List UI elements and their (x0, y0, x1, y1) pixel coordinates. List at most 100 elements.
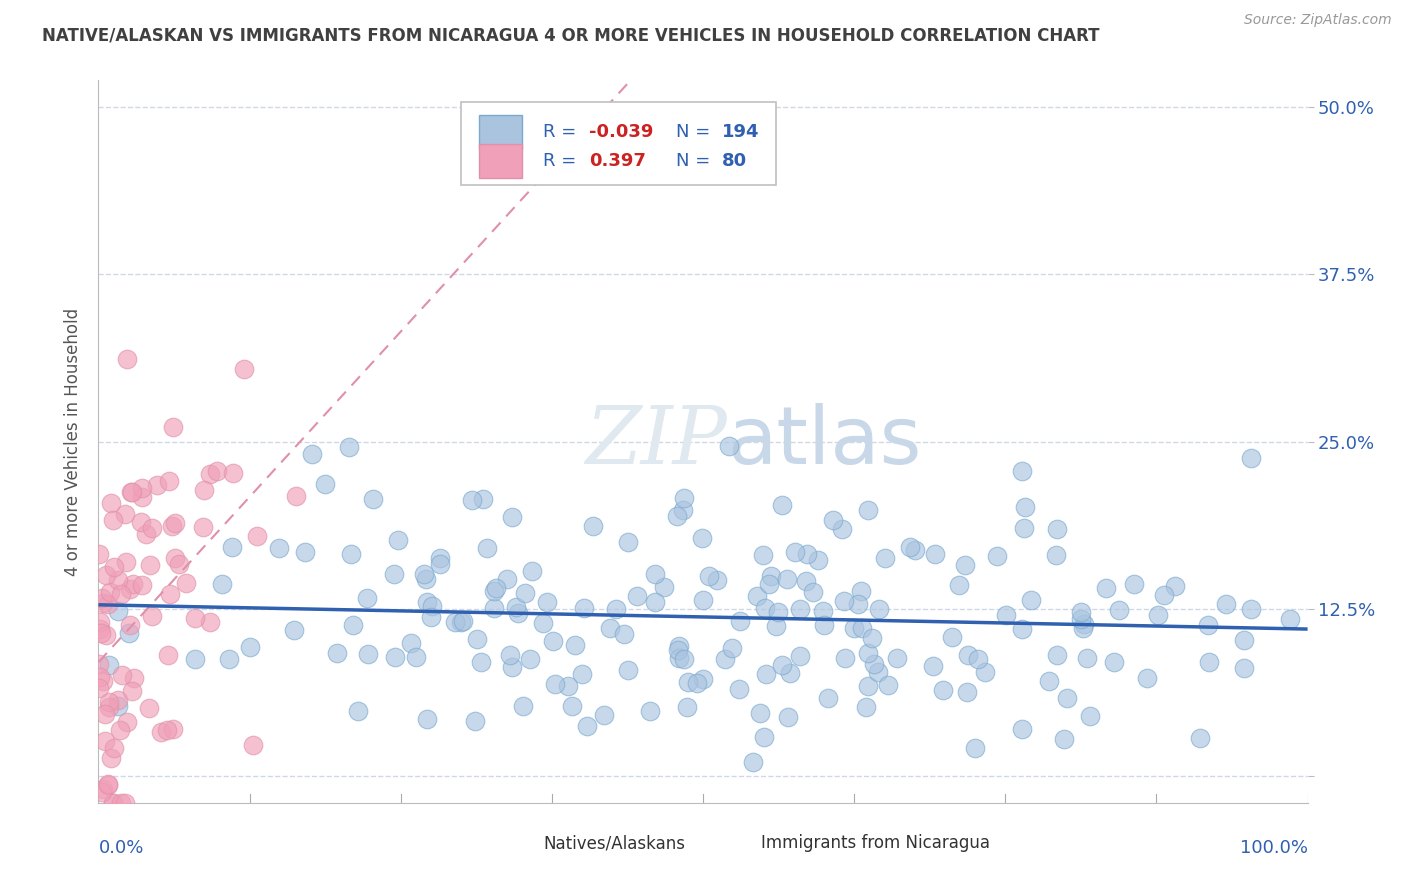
Point (356, 591, 378, 606)
Text: Source: ZipAtlas.com: Source: ZipAtlas.com (1244, 13, 1392, 28)
Point (107, 693, 129, 707)
Point (686, 676, 709, 690)
Point (87, 547, 110, 561)
Point (141, 609, 163, 624)
Point (165, 551, 187, 566)
Point (856, 646, 879, 660)
Point (860, 631, 883, 645)
Point (97, 777, 120, 791)
Point (617, 534, 640, 549)
Point (1014, 500, 1036, 514)
Point (211, 577, 233, 591)
Point (1136, 671, 1159, 685)
Point (465, 632, 488, 646)
Point (900, 540, 922, 554)
Point (849, 583, 872, 598)
Point (107, 604, 129, 618)
Point (100, 496, 122, 510)
Point (752, 548, 775, 562)
Point (94, 706, 117, 721)
FancyBboxPatch shape (727, 830, 754, 857)
Point (613, 626, 636, 640)
Text: NATIVE/ALASKAN VS IMMIGRANTS FROM NICARAGUA 4 OR MORE VEHICLES IN HOUSEHOLD CORR: NATIVE/ALASKAN VS IMMIGRANTS FROM NICARA… (42, 27, 1099, 45)
Point (501, 509, 523, 524)
Point (121, 485, 143, 500)
Point (572, 600, 595, 615)
Point (1011, 622, 1033, 636)
Point (482, 600, 505, 615)
Point (855, 700, 877, 714)
Point (748, 706, 770, 720)
Point (644, 567, 666, 582)
Point (789, 602, 811, 616)
Point (429, 550, 451, 565)
Point (953, 558, 976, 572)
Point (221, 467, 243, 481)
Point (416, 595, 439, 609)
Point (582, 519, 605, 533)
Point (807, 553, 830, 567)
Point (1153, 588, 1175, 602)
Point (831, 522, 853, 536)
FancyBboxPatch shape (509, 830, 536, 857)
FancyBboxPatch shape (461, 102, 776, 185)
Point (1070, 612, 1092, 626)
Point (986, 549, 1008, 563)
Point (512, 698, 534, 713)
Point (1046, 648, 1069, 662)
Point (337, 441, 360, 455)
Point (676, 700, 699, 714)
Point (561, 699, 583, 714)
Point (789, 648, 811, 663)
Point (98, 699, 121, 714)
Point (361, 491, 384, 506)
Point (856, 679, 879, 693)
Point (776, 572, 799, 586)
Point (506, 606, 529, 620)
Point (875, 551, 897, 566)
Point (1073, 616, 1095, 631)
Point (666, 643, 689, 657)
Text: N =: N = (676, 123, 717, 141)
Point (717, 439, 740, 453)
Point (932, 682, 955, 697)
Point (91, 596, 114, 610)
Point (692, 673, 714, 687)
Point (727, 681, 749, 696)
Point (1122, 577, 1144, 591)
Point (200, 467, 222, 481)
Point (1278, 612, 1301, 626)
Point (866, 665, 889, 680)
Point (672, 503, 695, 517)
Point (557, 679, 579, 693)
Point (191, 520, 214, 534)
Point (100, 751, 122, 765)
Point (239, 640, 262, 654)
Point (326, 647, 349, 661)
Point (1102, 656, 1125, 670)
Y-axis label: 4 or more Vehicles in Household: 4 or more Vehicles in Household (65, 308, 83, 575)
Point (783, 544, 806, 558)
Point (156, 723, 179, 738)
Point (886, 651, 908, 665)
Text: 100.0%: 100.0% (1240, 838, 1308, 857)
Point (384, 649, 406, 664)
Point (110, 796, 132, 810)
Point (477, 541, 499, 555)
Text: 0.397: 0.397 (589, 152, 647, 169)
Point (159, 587, 181, 601)
Point (90, 625, 112, 640)
Point (221, 540, 243, 554)
Point (644, 595, 666, 609)
Point (1014, 521, 1036, 535)
Point (342, 618, 364, 632)
Point (851, 621, 873, 635)
Point (121, 484, 143, 499)
Point (110, 587, 132, 601)
Text: R =: R = (543, 152, 582, 169)
Point (118, 626, 141, 640)
Point (956, 684, 979, 698)
Point (1038, 673, 1060, 688)
Point (420, 599, 443, 613)
Text: 194: 194 (723, 123, 759, 141)
